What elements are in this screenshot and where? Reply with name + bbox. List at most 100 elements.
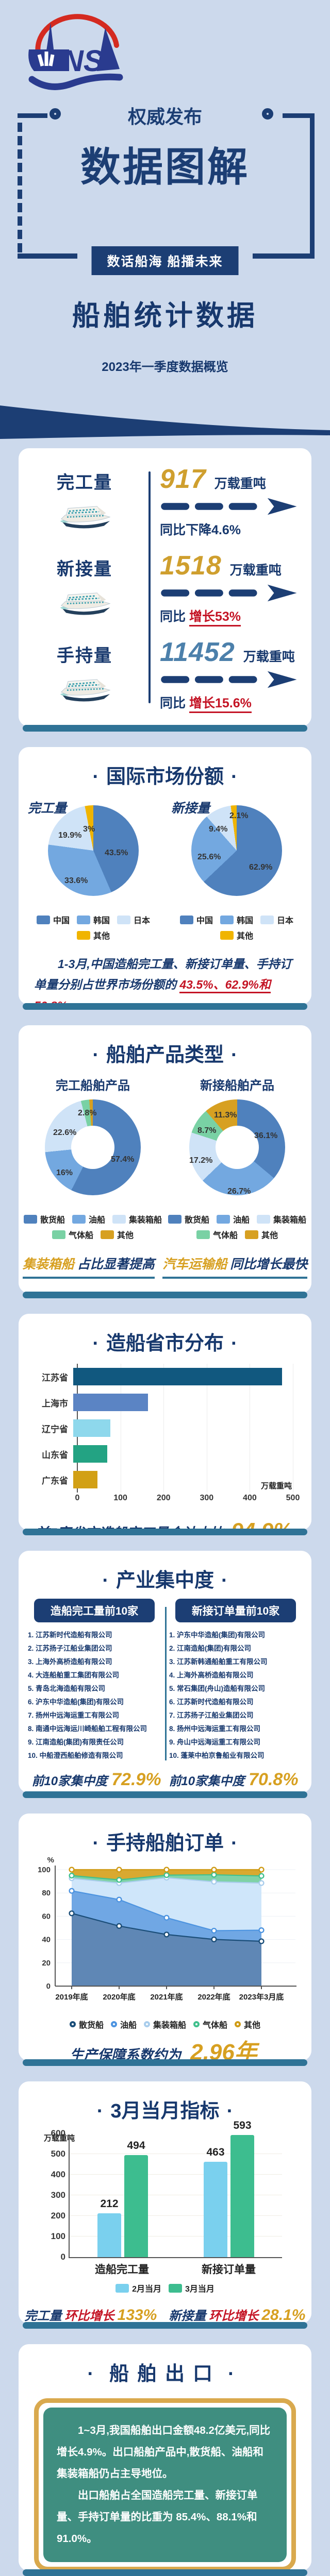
ship-icon <box>54 583 116 617</box>
legend-label: 日本 <box>277 917 294 925</box>
column-value-label: 494 <box>127 2140 145 2152</box>
backlog-summary: 生产保障系数约为 2.96年 <box>19 2033 311 2061</box>
column-bar <box>124 2155 148 2257</box>
bar-track <box>73 1368 293 1385</box>
column-bar <box>204 2161 227 2257</box>
svg-text:20: 20 <box>42 1959 51 1968</box>
donut-legend: 散货船 油船 集装箱船 气体船 其他 <box>165 1213 309 1241</box>
top10-item: 1. 江苏新时代造船有限公司 <box>28 1631 112 1639</box>
industry-concentration-card: · 产业集中度 · 造船完工量前10家 1. 江苏新时代造船有限公司 2. 江苏扬子江… <box>19 1551 311 1793</box>
svg-text:NS: NS <box>62 44 104 78</box>
legend-swatch <box>36 915 50 924</box>
top10-item: 4. 大连船舶重工集团有限公司 <box>28 1671 120 1679</box>
bar-track <box>73 1445 293 1463</box>
top10-item: 2. 江苏扬子江船业集团公司 <box>28 1645 112 1652</box>
bar <box>73 1368 282 1385</box>
legend-item: 集装箱船 <box>257 1213 306 1225</box>
dashed-arrow-icon <box>161 584 297 601</box>
legend-item: 集装箱船 <box>112 1213 162 1225</box>
axis-tick-label: 300 <box>200 1494 214 1502</box>
province-bar-axis: 万载重吨 0 100 200 300 400 500 <box>31 1482 300 1506</box>
svg-text:60: 60 <box>42 1912 51 1921</box>
legend-label: 韩国 <box>236 917 253 925</box>
legend-label: 其他 <box>261 1231 278 1240</box>
column-value-label: 212 <box>100 2198 119 2210</box>
bar-gridlines <box>77 1364 293 1493</box>
bar-category-label: 江苏省 <box>42 1372 68 1383</box>
top10-item: 4. 上海外高桥造船有限公司 <box>169 1671 254 1679</box>
column-value-label: 463 <box>206 2146 225 2158</box>
top10-item: 6. 沪东中华造船(集团)有限公司 <box>28 1698 124 1706</box>
bar-row: 上海市 <box>31 1389 296 1415</box>
column-value-label: 593 <box>233 2119 252 2131</box>
frame-line-top-right <box>283 113 315 118</box>
frame-dash-left <box>18 123 22 252</box>
stat-row-completions: 完工量 917 万载重吨 同比下降4.6% <box>31 457 299 544</box>
stat-label: 完工量 <box>57 473 112 493</box>
top10-item: 7. 扬州中远海运重工有限公司 <box>28 1711 120 1719</box>
card-footer-bar <box>23 1003 307 1010</box>
column-bar <box>97 2213 121 2257</box>
section-title: · 造船省市分布 · <box>92 1333 238 1354</box>
top10-pill: 新接订单量前10家 <box>175 1599 296 1622</box>
svg-text:80: 80 <box>42 1889 51 1897</box>
bar <box>73 1419 111 1437</box>
svg-text:2022年底: 2022年底 <box>197 1992 230 2002</box>
stat-row-new-orders: 新接量 1518 万载重吨 同比 增长53% <box>31 544 299 631</box>
top10-pill: 造船完工量前10家 <box>34 1599 155 1622</box>
concentration-note-right: 前10家集中度 70.8% <box>169 1770 298 1793</box>
province-summary: 前5家省市造船完工量合计占比94.9% <box>19 1518 311 1530</box>
column-category-label: 造船完工量 <box>95 2264 149 2276</box>
legend-swatch <box>216 1214 230 1224</box>
legend-label: 气体船 <box>68 1231 93 1240</box>
stat-row-backlog: 手持量 11452 万载重吨 同比 增长15.6% <box>31 631 299 717</box>
axis-unit-label: 万载重吨 <box>260 1482 292 1490</box>
section-title: · 国际市场份额 · <box>92 766 238 788</box>
donut-slice-label: 22.6% <box>53 1128 77 1137</box>
legend-label: 油船 <box>88 1216 105 1225</box>
gridline <box>163 1364 164 1493</box>
card-footer-bar <box>23 1529 307 1535</box>
ship-icon <box>54 670 116 704</box>
legend-label: 油船 <box>120 2021 137 2030</box>
gridline <box>70 2215 282 2216</box>
top10-item: 9. 舟山中远海运重工有限公司 <box>169 1738 260 1746</box>
dashed-arrow-icon <box>161 498 297 515</box>
legend-swatch <box>72 1214 86 1224</box>
pie-slice-label: 2.1% <box>229 811 249 820</box>
legend-item: 韩国 <box>76 913 110 926</box>
donut-slice-label: 36.1% <box>254 1131 278 1140</box>
pie-slice-label: 3% <box>83 825 95 834</box>
top10-list: 1. 沪东中华造船(集团)有限公司 2. 江南造船(集团)有限公司 3. 江苏新韩通… <box>169 1629 302 1762</box>
card-footer-bar <box>23 725 307 732</box>
pie-block-new-orders: 新接量 62.9% 25.6% 9.4% 2.1% 中国 韩国 日本 其他 <box>165 792 308 941</box>
legend-label: 中国 <box>53 917 70 925</box>
column-bar <box>230 2134 254 2257</box>
axis-tick-label: 400 <box>51 2170 65 2179</box>
legend-item: 中国 <box>179 913 213 926</box>
donut-legend: 散货船 油船 集装箱船 气体船 其他 <box>21 1213 165 1241</box>
donut-slice-label: 2.8% <box>78 1109 97 1117</box>
frame-ring-right <box>262 108 273 120</box>
top10-item: 10. 中船澄西船舶修造有限公司 <box>28 1752 123 1759</box>
top10-item: 1. 沪东中华造船(集团)有限公司 <box>169 1631 265 1639</box>
legend-swatch <box>245 1230 258 1239</box>
legend-item: 中国 <box>36 913 70 926</box>
section-title: · 产业集中度 · <box>102 1570 228 1591</box>
report-subtitle: 2023年一季度数据概览 <box>102 360 228 374</box>
donut-slice-label: 8.7% <box>197 1126 217 1135</box>
top10-item: 8. 扬州中远海运重工有限公司 <box>169 1725 260 1733</box>
axis-tick-label: 0 <box>60 2252 65 2262</box>
bar-category-label: 广东省 <box>42 1476 68 1486</box>
province-bar-chart: 江苏省 上海市 辽宁省 山东省 广东省 <box>31 1364 296 1493</box>
wave-divider <box>0 405 330 439</box>
top10-item: 9. 江南造船(集团)有限责任公司 <box>28 1738 124 1746</box>
legend-swatch <box>112 1214 126 1224</box>
legend-item: 油船 <box>110 2018 137 2030</box>
pie-title: 新接量 <box>171 801 210 816</box>
donut-block-completed: 完工船舶产品 57.4% 16% 22.6% 2.8% 散货船 油船 集装箱船 气体船… <box>21 1068 165 1241</box>
backlog-orders-card: · 手持船舶订单 · 0 20 40 60 80 100% 2019年底 2020年底 2021年底… <box>19 1814 311 2061</box>
stat-label: 手持量 <box>57 646 112 666</box>
bar-row: 山东省 <box>31 1441 296 1467</box>
